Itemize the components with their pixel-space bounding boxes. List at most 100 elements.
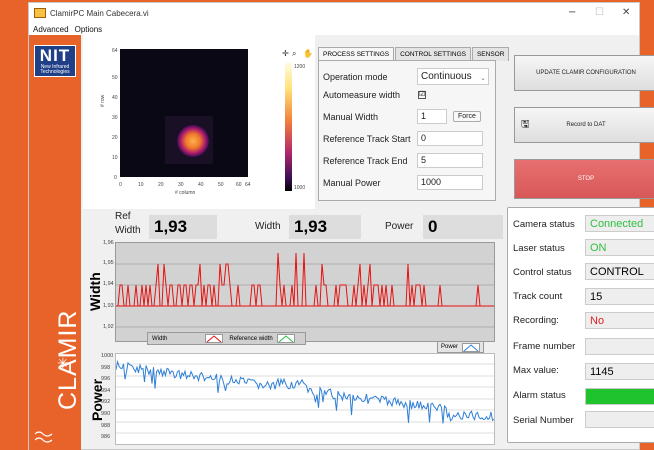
thermal-ytick: 20 bbox=[112, 135, 118, 141]
maximize-button[interactable]: ☐ bbox=[595, 7, 604, 18]
crosshair-icon[interactable]: ✛ bbox=[282, 49, 289, 58]
thermal-xtick: 30 bbox=[178, 182, 184, 188]
tab-control-settings[interactable]: CONTROL SETTINGS bbox=[395, 47, 471, 61]
tab-sensor[interactable]: SENSOR bbox=[471, 47, 510, 61]
control-status-value: CONTROL bbox=[585, 263, 654, 280]
power-ytick: 990 bbox=[101, 411, 111, 417]
width-chart-legend: Width Reference width bbox=[147, 332, 306, 345]
thermal-ytick: 50 bbox=[112, 75, 118, 81]
thermal-image-panel: # row 64 50 40 30 20 10 0 0 10 20 30 40 … bbox=[83, 35, 315, 209]
power-ytick: 998 bbox=[101, 365, 111, 371]
ref-track-start-input[interactable]: 0 bbox=[417, 131, 483, 146]
legend-width-label: Width bbox=[152, 335, 168, 342]
power-value: 0 bbox=[423, 215, 503, 239]
update-config-button[interactable]: UPDATE CLAMIR CONFIGURATION bbox=[514, 55, 654, 91]
tab-process-settings[interactable]: PROCESS SETTINGS bbox=[318, 47, 395, 61]
width-chart-ylabel: Width bbox=[87, 272, 103, 311]
width-chart bbox=[115, 242, 495, 342]
power-chart-svg bbox=[115, 359, 495, 434]
serial-number-label: Serial Number bbox=[513, 415, 574, 426]
svg-text:# row: # row bbox=[100, 94, 106, 107]
track-count-label: Track count bbox=[513, 291, 563, 302]
menu-advanced[interactable]: Advanced bbox=[33, 24, 69, 34]
nit-logo: NIT New Infrared Technologies bbox=[34, 45, 76, 77]
menu-options[interactable]: Options bbox=[74, 24, 103, 34]
thermal-ylabel: # row bbox=[100, 94, 106, 107]
record-label: Record to DAT bbox=[566, 122, 606, 128]
thermal-ytick: 30 bbox=[112, 115, 118, 121]
app-icon bbox=[34, 8, 46, 18]
track-count-value: 15 bbox=[585, 288, 654, 305]
recording-label: Recording: bbox=[513, 315, 559, 326]
clamir-logo: CLAMIR bbox=[54, 309, 82, 410]
readouts-row: Ref Width 1,93 Width 1,93 Power 0 bbox=[113, 211, 503, 243]
force-button[interactable]: Force bbox=[453, 111, 481, 122]
hot-spot bbox=[177, 125, 209, 157]
max-value-value: 1145 bbox=[585, 363, 654, 380]
width-ytick: 1,94 bbox=[103, 281, 114, 287]
camera-status-value: Connected bbox=[585, 215, 654, 232]
colorbar-tick: 1200 bbox=[294, 64, 305, 70]
power-series-line bbox=[115, 359, 495, 424]
manual-power-input[interactable]: 1000 bbox=[417, 175, 483, 190]
thermal-xtick: 50 bbox=[218, 182, 224, 188]
ref-width-label-top: Ref bbox=[115, 211, 131, 222]
width-ytick: 1,93 bbox=[103, 303, 114, 309]
nit-logo-line2: Technologies bbox=[40, 69, 70, 75]
width-ytick: 1,92 bbox=[103, 324, 114, 330]
wave-icon bbox=[34, 431, 53, 443]
brand-sidebar: NIT New Infrared Technologies ✳ CLAMIR bbox=[29, 35, 82, 450]
thermal-plot: # row 64 50 40 30 20 10 0 0 10 20 30 40 … bbox=[100, 48, 313, 196]
width-ytick: 1,96 bbox=[103, 240, 114, 246]
manual-width-input[interactable]: 1 bbox=[417, 109, 447, 124]
camera-status-label: Camera status bbox=[513, 219, 575, 230]
thermal-ytick: 64 bbox=[112, 48, 118, 54]
operation-mode-value: Continuous bbox=[421, 71, 472, 82]
colorbar-tick: 1000 bbox=[294, 185, 305, 191]
width-label: Width bbox=[255, 221, 281, 232]
frame-number-value bbox=[585, 338, 654, 355]
legend-reference-label: Reference width bbox=[229, 335, 273, 342]
manual-width-label: Manual Width bbox=[323, 111, 379, 122]
width-ytick: 1,95 bbox=[103, 260, 114, 266]
power-chart-legend: Power bbox=[437, 341, 485, 353]
laser-status-value: ON bbox=[585, 239, 654, 256]
stop-button[interactable]: STOP bbox=[514, 159, 654, 199]
nit-logo-text: NIT bbox=[39, 46, 71, 65]
title-bar: ClamirPC Main Cabecera.vi − ☐ ✕ bbox=[29, 3, 639, 23]
ref-track-end-input[interactable]: 5 bbox=[417, 153, 483, 168]
power-ytick: 992 bbox=[101, 399, 111, 405]
minimize-button[interactable]: − bbox=[568, 7, 577, 18]
window-title: ClamirPC Main Cabecera.vi bbox=[50, 8, 149, 18]
serial-number-value bbox=[585, 411, 654, 428]
zoom-icon[interactable]: ⌕ bbox=[292, 49, 296, 58]
thermal-xtick: 40 bbox=[198, 182, 204, 188]
automeasure-width-label: Automeasure width bbox=[323, 90, 401, 100]
frame-number-label: Frame number bbox=[513, 341, 576, 352]
width-value: 1,93 bbox=[289, 215, 361, 239]
close-button[interactable]: ✕ bbox=[622, 7, 631, 18]
update-config-label: UPDATE CLAMIR CONFIGURATION bbox=[536, 70, 636, 76]
laser-status-label: Laser status bbox=[513, 243, 565, 254]
manual-power-label: Manual Power bbox=[323, 177, 381, 188]
colorbar bbox=[285, 63, 292, 191]
chevron-down-icon: ⌄ bbox=[480, 75, 486, 82]
menu-bar: Advanced Options bbox=[29, 23, 639, 35]
operation-mode-select[interactable]: Continuous ⌄ bbox=[417, 68, 489, 85]
alarm-status-indicator bbox=[585, 388, 654, 405]
alarm-status-label: Alarm status bbox=[513, 390, 566, 401]
automeasure-width-checkbox[interactable]: ☑ bbox=[418, 91, 427, 99]
control-status-label: Control status bbox=[513, 267, 572, 278]
thermal-xtick: 0 bbox=[119, 182, 122, 188]
power-chart bbox=[115, 353, 495, 445]
power-ytick: 994 bbox=[101, 388, 111, 394]
legend-reference-swatch bbox=[276, 334, 295, 343]
thermal-xlabel: # column bbox=[175, 190, 196, 196]
thermal-xtick: 64 bbox=[245, 182, 251, 188]
record-button[interactable]: 🖫 Record to DAT bbox=[514, 107, 654, 143]
stop-label: STOP bbox=[577, 176, 595, 182]
pan-hand-icon[interactable]: ✋ bbox=[303, 48, 313, 58]
power-ytick: 1000 bbox=[101, 353, 114, 359]
operation-mode-label: Operation mode bbox=[323, 71, 388, 82]
thermal-ytick: 10 bbox=[112, 155, 118, 161]
